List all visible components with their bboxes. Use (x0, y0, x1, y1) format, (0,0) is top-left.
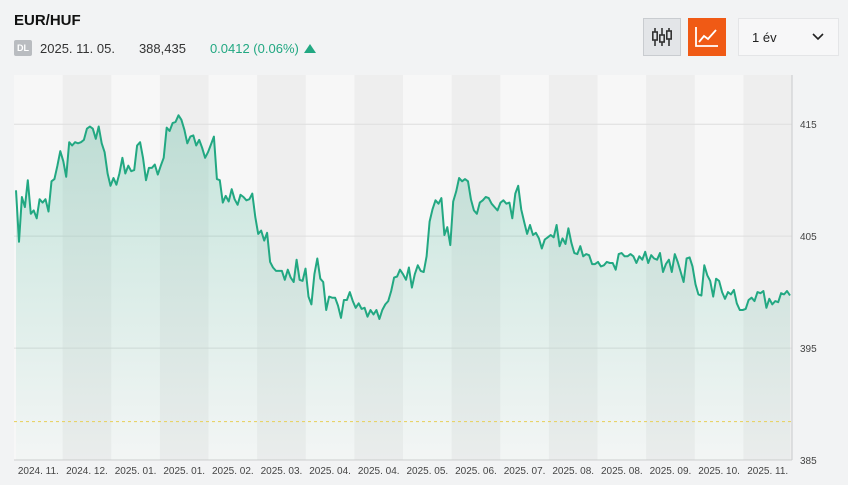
price-area (16, 115, 790, 461)
quote-row: DL 2025. 11. 05. 388,435 0.0412 (0.06%) (14, 39, 316, 57)
change-value: 0.0412 (0.06%) (209, 40, 299, 56)
line-view-button[interactable] (688, 18, 726, 56)
candlestick-view-button[interactable] (643, 18, 681, 56)
x-tick-label: 2025. 11. (747, 466, 788, 477)
x-tick-label: 2025. 08. (552, 466, 594, 477)
x-tick-label: 2024. 12. (66, 466, 108, 477)
up-arrow-icon (303, 43, 316, 53)
chevron-down-icon (812, 33, 824, 41)
x-tick-label: 2025. 10. (698, 466, 740, 477)
x-tick-label: 2025. 06. (455, 466, 497, 477)
price-line (15, 114, 791, 320)
quote-change: 0.0412 (0.06%) (210, 41, 316, 56)
x-tick-label: 2025. 05. (406, 466, 448, 477)
x-tick-label: 2024. 11. (18, 466, 59, 477)
candlestick-icon (651, 28, 672, 46)
x-tick-label: 2025. 04. (358, 466, 400, 477)
line-chart-icon (695, 27, 718, 47)
x-tick-label: 2025. 04. (309, 466, 351, 477)
x-tick-label: 2025. 01. (163, 466, 205, 477)
x-tick-label: 2025. 07. (504, 466, 546, 477)
period-select[interactable]: 1 év (738, 18, 839, 56)
x-tick-label: 2025. 09. (650, 466, 692, 477)
x-tick-label: 2025. 02. (212, 466, 254, 477)
y-tick-label: 405 (800, 232, 817, 243)
page-title: EUR/HUF (14, 12, 81, 29)
x-tick-label: 2025. 01. (115, 466, 157, 477)
x-tick-label: 2025. 03. (261, 466, 303, 477)
delayed-badge: DL (14, 40, 32, 56)
x-tick-label: 2025. 08. (601, 466, 643, 477)
y-tick-label: 415 (800, 120, 817, 131)
y-tick-label: 395 (800, 344, 817, 355)
quote-date: 2025. 11. 05. (40, 40, 115, 56)
y-tick-label: 385 (800, 456, 817, 467)
quote-price: 388,435 (138, 40, 186, 56)
period-value: 1 év (752, 29, 777, 45)
